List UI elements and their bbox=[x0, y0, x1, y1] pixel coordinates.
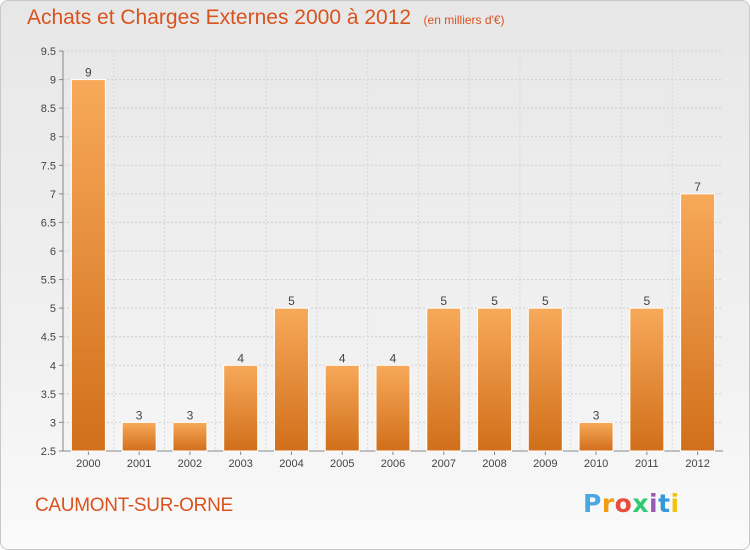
logo-letter: t bbox=[658, 489, 671, 518]
y-tick-label: 7 bbox=[50, 189, 56, 201]
bars bbox=[70, 79, 716, 452]
bar-2009 bbox=[527, 307, 563, 452]
chart-title: Achats et Charges Externes 2000 à 2012 bbox=[27, 6, 412, 29]
bar-2006 bbox=[375, 364, 411, 452]
x-tick-label: 2008 bbox=[482, 458, 506, 470]
proxiti-logo: Proxiti bbox=[583, 489, 680, 518]
y-tick-label: 2.5 bbox=[41, 446, 56, 458]
bar-2001 bbox=[121, 421, 157, 452]
x-tick-label: 2004 bbox=[279, 458, 303, 470]
commune-name: CAUMONT-SUR-ORNE bbox=[35, 495, 233, 516]
data-label: 7 bbox=[694, 180, 701, 194]
data-label: 3 bbox=[187, 408, 194, 422]
y-tick-label: 4 bbox=[50, 360, 56, 372]
y-tick-label: 6.5 bbox=[41, 217, 56, 229]
y-tick-label: 3.5 bbox=[41, 389, 56, 401]
y-tick-label: 8.5 bbox=[41, 103, 56, 115]
y-tick-label: 9.5 bbox=[41, 46, 56, 58]
data-label: 5 bbox=[491, 294, 498, 308]
x-tick-label: 2002 bbox=[178, 458, 202, 470]
y-tick-label: 9 bbox=[50, 75, 56, 87]
bar-2008 bbox=[477, 307, 513, 452]
labels: 2.5 3 3.5 4 4.5 5 5.5 6 6.5 7 7.5 8 8.5 9 9.5 9 2000 3 200… bbox=[41, 46, 710, 470]
bar-2007 bbox=[426, 307, 462, 452]
data-label: 4 bbox=[237, 351, 244, 365]
x-tick-label: 2010 bbox=[584, 458, 608, 470]
logo-letter: i bbox=[649, 489, 659, 518]
bar-2011 bbox=[629, 307, 665, 452]
gridlines bbox=[63, 50, 723, 452]
y-tick-label: 5 bbox=[50, 303, 56, 315]
logo-letter: o bbox=[614, 489, 633, 518]
data-label: 3 bbox=[136, 408, 143, 422]
data-label: 5 bbox=[542, 294, 549, 308]
chart-subtitle: (en milliers d'€) bbox=[423, 13, 505, 27]
bar-2003 bbox=[223, 364, 259, 452]
logo-letter: i bbox=[670, 489, 680, 518]
data-label: 3 bbox=[593, 408, 600, 422]
x-tick-label: 2007 bbox=[432, 458, 456, 470]
x-tick-label: 2005 bbox=[330, 458, 354, 470]
bar-2012 bbox=[680, 193, 716, 452]
x-tick-label: 2003 bbox=[228, 458, 252, 470]
logo-letter: r bbox=[601, 489, 615, 518]
x-tick-label: 2009 bbox=[533, 458, 557, 470]
data-label: 9 bbox=[85, 66, 92, 80]
y-tick-label: 4.5 bbox=[41, 332, 56, 344]
x-tick-label: 2011 bbox=[635, 458, 659, 470]
bar-2004 bbox=[273, 307, 309, 452]
chart-header: Achats et Charges Externes 2000 à 2012 (… bbox=[27, 6, 505, 30]
bar-2005 bbox=[324, 364, 360, 452]
logo-letter: x bbox=[632, 489, 649, 518]
x-tick-label: 2001 bbox=[127, 458, 151, 470]
x-tick-label: 2012 bbox=[685, 458, 709, 470]
y-tick-label: 5.5 bbox=[41, 275, 56, 287]
y-tick-label: 7.5 bbox=[41, 160, 56, 172]
data-label: 5 bbox=[440, 294, 447, 308]
x-tick-label: 2006 bbox=[381, 458, 405, 470]
bar-2002 bbox=[172, 421, 208, 452]
bar-2010 bbox=[578, 421, 614, 452]
data-label: 4 bbox=[390, 351, 397, 365]
y-tick-label: 6 bbox=[50, 246, 56, 258]
data-label: 5 bbox=[288, 294, 295, 308]
data-label: 5 bbox=[644, 294, 651, 308]
x-tick-label: 2000 bbox=[76, 458, 100, 470]
bar-2000 bbox=[70, 79, 106, 452]
data-label: 4 bbox=[339, 351, 346, 365]
logo-letter: P bbox=[583, 489, 602, 518]
y-tick-label: 8 bbox=[50, 132, 56, 144]
y-tick-label: 3 bbox=[50, 417, 56, 429]
